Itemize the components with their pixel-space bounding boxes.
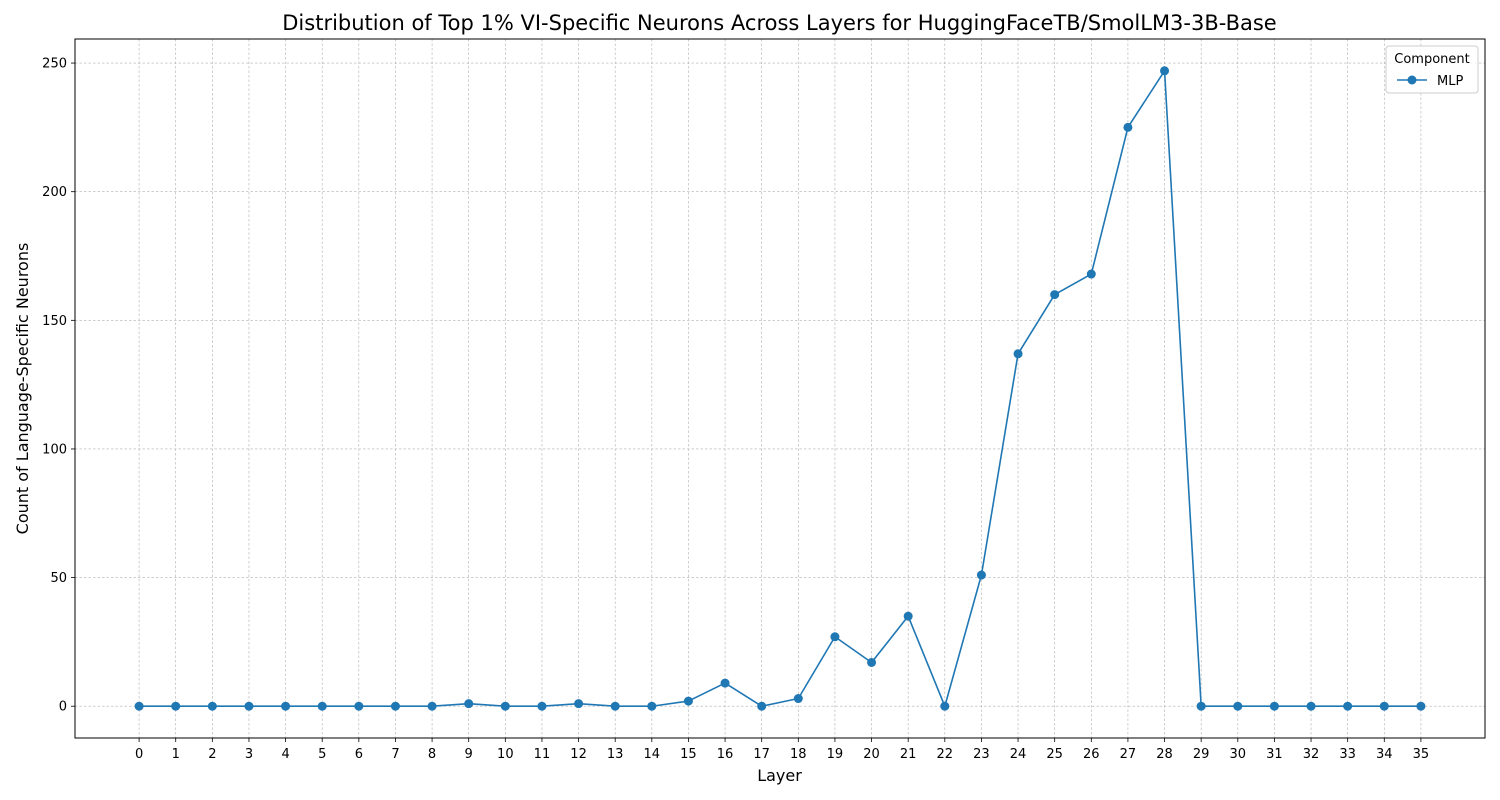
data-point-mlp (720, 678, 730, 688)
x-tick-label: 0 (135, 747, 143, 762)
x-tick-label: 23 (973, 747, 990, 762)
x-tick-label: 1 (172, 747, 180, 762)
x-tick-label: 14 (644, 747, 661, 762)
data-point-mlp (793, 694, 803, 704)
data-point-mlp (134, 701, 144, 711)
x-tick-label: 30 (1230, 747, 1247, 762)
x-tick-label: 29 (1193, 747, 1210, 762)
data-point-mlp (1196, 701, 1206, 711)
x-tick-label: 32 (1303, 747, 1320, 762)
chart-title: Distribution of Top 1% VI-Specific Neuro… (282, 11, 1276, 35)
x-tick-label: 13 (607, 747, 624, 762)
y-tick-label: 200 (42, 185, 67, 200)
x-tick-label: 27 (1120, 747, 1137, 762)
data-point-mlp (1086, 269, 1096, 279)
data-point-mlp (244, 701, 254, 711)
legend-marker-swatch (1407, 75, 1417, 85)
data-point-mlp (1379, 701, 1389, 711)
x-tick-label: 25 (1046, 747, 1063, 762)
data-point-mlp (281, 701, 291, 711)
data-point-mlp (500, 701, 510, 711)
data-point-mlp (757, 701, 767, 711)
x-tick-label: 26 (1083, 747, 1100, 762)
data-point-mlp (207, 701, 217, 711)
data-point-mlp (1343, 701, 1353, 711)
x-tick-label: 19 (827, 747, 844, 762)
data-point-mlp (647, 701, 657, 711)
x-axis-ticks: 0 1 2 3 4 5 6 7 8 9 10 11 12 13 14 15 16 17 18 19 20 21 22 23 24… (135, 738, 1429, 762)
x-tick-label: 31 (1266, 747, 1283, 762)
y-axis-label: Count of Language-Specific Neurons (13, 243, 32, 535)
x-tick-label: 8 (428, 747, 436, 762)
x-tick-label: 17 (753, 747, 770, 762)
data-point-mlp (1160, 66, 1170, 76)
data-point-mlp (574, 699, 584, 709)
x-tick-label: 16 (717, 747, 734, 762)
data-point-mlp (1416, 701, 1426, 711)
data-point-mlp (940, 701, 950, 711)
x-tick-label: 24 (1010, 747, 1027, 762)
data-point-mlp (867, 657, 877, 667)
plot-area-frame (74, 38, 1486, 739)
x-tick-label: 20 (863, 747, 880, 762)
data-point-mlp (903, 611, 913, 621)
data-point-mlp (1050, 290, 1060, 300)
data-point-mlp (1123, 122, 1133, 132)
data-point-mlp (1013, 349, 1023, 359)
data-point-mlp (171, 701, 181, 711)
x-tick-label: 18 (790, 747, 807, 762)
data-point-mlp (537, 701, 547, 711)
data-point-mlp (610, 701, 620, 711)
y-tick-label: 0 (59, 700, 67, 715)
x-tick-label: 5 (318, 747, 326, 762)
x-tick-label: 33 (1339, 747, 1356, 762)
x-tick-label: 28 (1156, 747, 1173, 762)
series-layer (134, 66, 1426, 711)
data-point-mlp (354, 701, 364, 711)
data-point-mlp (976, 570, 986, 580)
legend-title: Component (1394, 52, 1469, 67)
y-tick-label: 100 (42, 442, 67, 457)
x-tick-label: 7 (391, 747, 399, 762)
x-tick-label: 35 (1413, 747, 1430, 762)
series-line-mlp (139, 69, 1421, 708)
x-tick-label: 6 (355, 747, 363, 762)
y-tick-label: 50 (50, 571, 67, 586)
x-tick-label: 3 (245, 747, 253, 762)
legend: Component MLP (1385, 45, 1479, 94)
x-tick-label: 34 (1376, 747, 1393, 762)
x-axis-label: Layer (757, 766, 802, 785)
x-tick-label: 9 (465, 747, 473, 762)
data-point-mlp (464, 699, 474, 709)
x-tick-label: 11 (534, 747, 551, 762)
y-tick-label: 150 (42, 314, 67, 329)
y-axis-ticks: 0 50 100 150 200 250 (42, 57, 75, 715)
data-point-mlp (1306, 701, 1316, 711)
x-tick-label: 10 (497, 747, 514, 762)
y-tick-label: 250 (42, 57, 67, 72)
data-point-mlp (1269, 701, 1279, 711)
data-point-mlp (1233, 701, 1243, 711)
data-point-mlp (830, 632, 840, 642)
data-point-mlp (317, 701, 327, 711)
x-tick-label: 2 (208, 747, 216, 762)
x-tick-label: 21 (900, 747, 917, 762)
x-tick-label: 15 (680, 747, 697, 762)
legend-label-mlp: MLP (1437, 74, 1463, 89)
x-tick-label: 4 (281, 747, 289, 762)
x-tick-label: 22 (937, 747, 954, 762)
data-point-mlp (683, 696, 693, 706)
data-point-mlp (390, 701, 400, 711)
x-tick-label: 12 (570, 747, 587, 762)
data-point-mlp (427, 701, 437, 711)
